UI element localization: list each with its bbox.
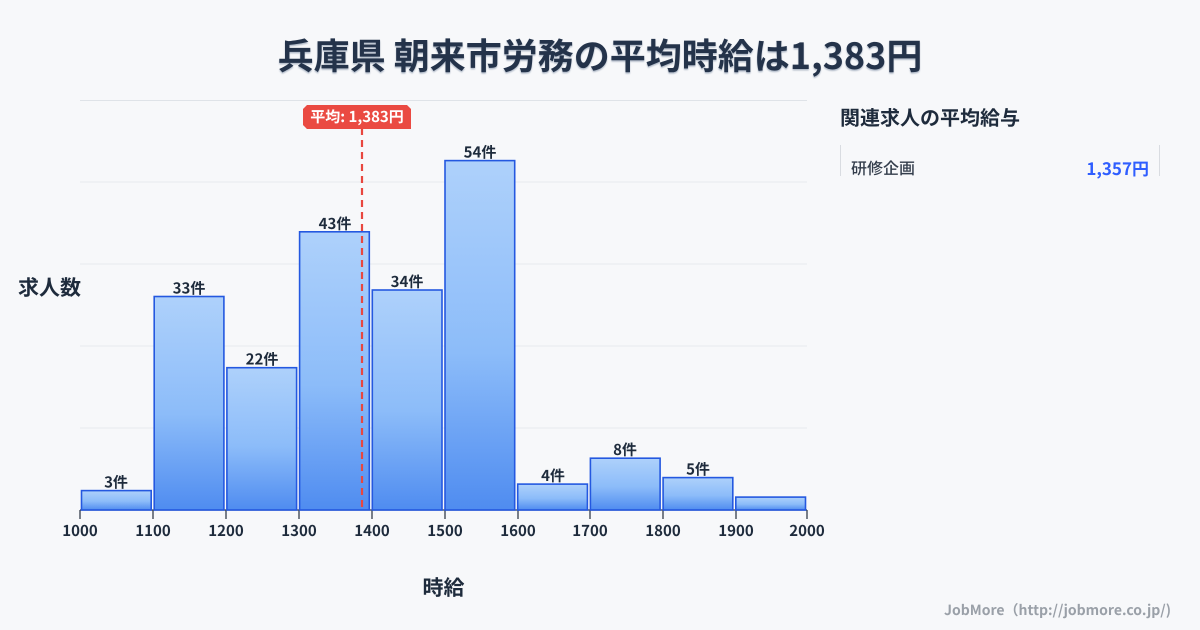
svg-text:1100: 1100 [135,520,171,541]
svg-text:1000: 1000 [62,520,98,541]
svg-text:33件: 33件 [173,278,206,299]
svg-text:4件: 4件 [541,465,565,486]
svg-text:1200: 1200 [208,520,244,541]
svg-text:1500: 1500 [427,520,463,541]
svg-text:1300: 1300 [281,520,317,541]
svg-text:2000: 2000 [789,520,825,541]
svg-text:1400: 1400 [354,520,390,541]
svg-text:54件: 54件 [464,142,497,163]
svg-text:1700: 1700 [572,520,608,541]
svg-text:34件: 34件 [391,271,424,292]
svg-text:3件: 3件 [104,472,128,493]
svg-text:1600: 1600 [500,520,536,541]
svg-text:1800: 1800 [645,520,681,541]
svg-text:1900: 1900 [718,520,754,541]
svg-text:5件: 5件 [686,459,710,480]
svg-text:22件: 22件 [246,349,279,370]
svg-text:8件: 8件 [613,439,637,460]
svg-text:43件: 43件 [319,213,352,234]
